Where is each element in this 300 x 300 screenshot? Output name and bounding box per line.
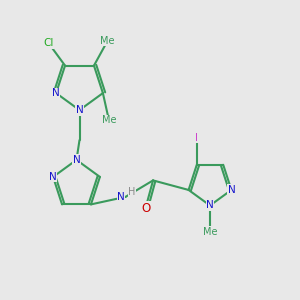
Text: N: N [73,155,80,165]
Text: Me: Me [203,227,217,237]
Text: N: N [227,185,235,195]
Text: N: N [76,105,83,115]
Text: Cl: Cl [44,38,54,48]
Text: N: N [52,88,60,98]
Text: Me: Me [102,115,116,125]
Text: I: I [195,133,198,143]
Text: O: O [141,202,150,214]
Text: Me: Me [100,36,115,46]
Text: N: N [117,192,125,202]
Text: N: N [206,200,214,211]
Text: N: N [49,172,57,182]
Text: H: H [128,188,136,197]
